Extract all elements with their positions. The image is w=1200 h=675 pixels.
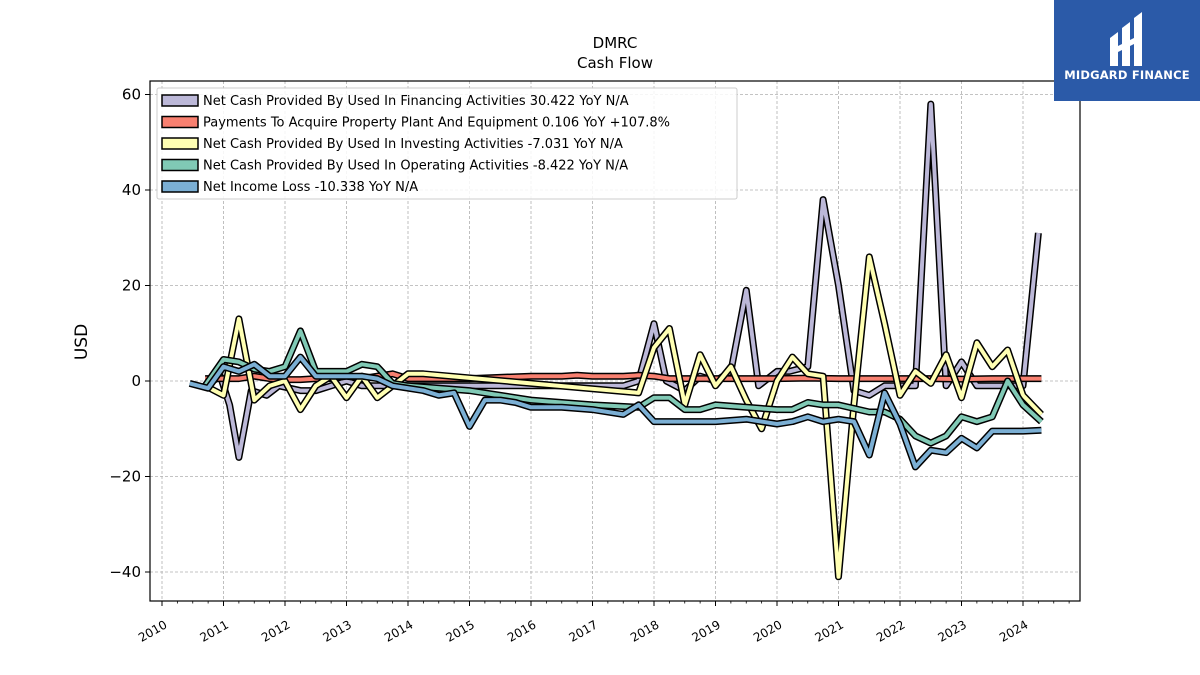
- midgard-finance-logo: MIDGARD FINANCE: [1054, 0, 1200, 101]
- legend-swatch: [161, 180, 199, 193]
- legend-swatch: [161, 94, 199, 107]
- legend-label: Net Cash Provided By Used In Financing A…: [203, 94, 629, 109]
- legend-label: Net Cash Provided By Used In Investing A…: [203, 137, 623, 152]
- legend-swatch: [161, 115, 199, 129]
- series-4: [202, 327, 1044, 447]
- chart-title: DMRC: [593, 34, 638, 52]
- x-tick-label: 2011: [198, 617, 231, 644]
- series-line: [205, 371, 1042, 382]
- x-tick-label: 2021: [813, 617, 846, 644]
- brand-name: MIDGARD FINANCE: [1064, 68, 1190, 82]
- series-2: [205, 370, 1042, 384]
- plot-frame: [149, 80, 1081, 602]
- y-tick-label: 0: [131, 372, 141, 390]
- series-line: [203, 328, 1043, 446]
- series-line: [189, 355, 1042, 469]
- x-tick-label: 2024: [997, 617, 1030, 644]
- legend-label: Net Income Loss -10.338 YoY N/A: [203, 180, 418, 195]
- chart-subtitle: Cash Flow: [577, 54, 653, 72]
- x-tick-label: 2012: [259, 617, 292, 644]
- midgard-logo-icon: [1110, 12, 1142, 66]
- series-line: [204, 254, 1043, 579]
- legend-swatch: [161, 137, 199, 150]
- y-tick-label: −40: [109, 563, 141, 581]
- x-tick-label: 2013: [321, 617, 354, 644]
- legend-box: [156, 87, 738, 200]
- y-tick-label: −20: [109, 468, 141, 486]
- y-tick-label: 40: [122, 181, 141, 199]
- x-tick-label: 2019: [690, 617, 723, 644]
- y-tick-label: 20: [122, 277, 141, 295]
- legend-label: Payments To Acquire Property Plant And E…: [203, 116, 670, 131]
- x-tick-label: 2023: [936, 617, 969, 644]
- y-tick-label: 60: [122, 86, 141, 104]
- legend-label: Net Cash Provided By Used In Operating A…: [203, 159, 628, 174]
- x-tick-label: 2017: [567, 617, 600, 644]
- x-tick-label: 2010: [136, 617, 169, 644]
- x-tick-label: 2014: [382, 617, 415, 644]
- x-tick-label: 2020: [751, 617, 784, 644]
- x-tick-label: 2015: [444, 617, 477, 644]
- x-tick-label: 2018: [628, 617, 661, 644]
- series-3: [203, 253, 1044, 581]
- x-tick-label: 2016: [505, 617, 538, 644]
- series-5: [188, 353, 1042, 471]
- legend-swatch: [161, 158, 199, 172]
- x-tick-label: 2022: [874, 617, 907, 644]
- y-axis-label: USD: [72, 324, 92, 360]
